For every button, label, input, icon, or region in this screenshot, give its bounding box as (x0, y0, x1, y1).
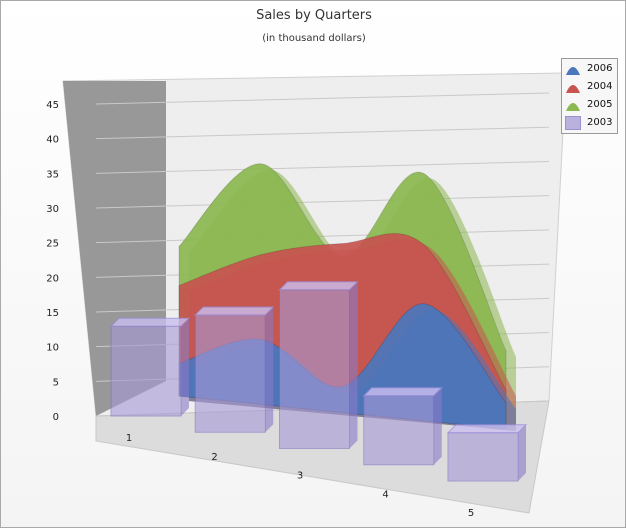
bar-front (194, 314, 266, 433)
gridline (95, 160, 550, 174)
x-tick-label: 5 (468, 508, 474, 519)
legend-swatch-icon (565, 62, 581, 76)
legend-item-2006: 2006 (565, 61, 617, 79)
bar-5 (446, 424, 528, 482)
legend-item-2004: 2004 (565, 79, 617, 97)
chart-title: Sales by Quarters (256, 8, 372, 23)
legend-item-2005: 2005 (565, 97, 617, 115)
x-tick-label: 2 (211, 452, 217, 463)
x-tick-label: 4 (382, 489, 388, 500)
bar-top (194, 306, 275, 316)
bar-front (279, 289, 350, 449)
bar-front (447, 432, 519, 482)
legend-swatch-icon (565, 80, 581, 94)
y-tick-label: 40 (46, 135, 59, 146)
y-tick-label: 25 (46, 239, 59, 250)
legend-label: 2006 (587, 63, 613, 74)
bar-4 (362, 387, 443, 466)
bar-side (518, 424, 526, 481)
y-tick-label: 35 (46, 169, 59, 180)
bar-top (278, 281, 359, 291)
y-tick-label: 45 (46, 100, 59, 111)
bar-3 (278, 281, 359, 449)
bar-side (265, 306, 274, 433)
y-tick-label: 0 (53, 412, 59, 423)
y-tick-label: 15 (46, 308, 59, 319)
gridline (95, 92, 550, 105)
gridline (95, 195, 550, 209)
bar-top (362, 387, 443, 397)
bar-front (363, 395, 435, 466)
y-tick-label: 20 (46, 273, 59, 284)
bar-side (349, 281, 358, 449)
gridline (95, 126, 550, 140)
legend-label: 2005 (587, 99, 613, 110)
legend: 2006 2004 2005 2003 (561, 58, 618, 134)
bar-2 (194, 306, 275, 433)
y-tick-label: 30 (46, 204, 59, 215)
x-tick-label: 1 (126, 433, 132, 444)
bar-side (433, 387, 442, 465)
chart-subtitle: (in thousand dollars) (262, 33, 366, 44)
legend-label: 2003 (587, 117, 613, 128)
y-tick-label: 5 (53, 377, 59, 388)
bar-top (446, 424, 528, 434)
legend-label: 2004 (587, 81, 613, 92)
bar-1 (109, 317, 191, 417)
legend-swatch-icon (565, 98, 581, 112)
legend-swatch-icon (565, 116, 581, 130)
bar-front (110, 325, 182, 417)
bar-side (181, 318, 189, 416)
x-tick-label: 3 (297, 471, 303, 482)
y-tick-label: 10 (46, 343, 59, 354)
bar-top (109, 317, 191, 327)
legend-item-2003: 2003 (565, 115, 617, 133)
